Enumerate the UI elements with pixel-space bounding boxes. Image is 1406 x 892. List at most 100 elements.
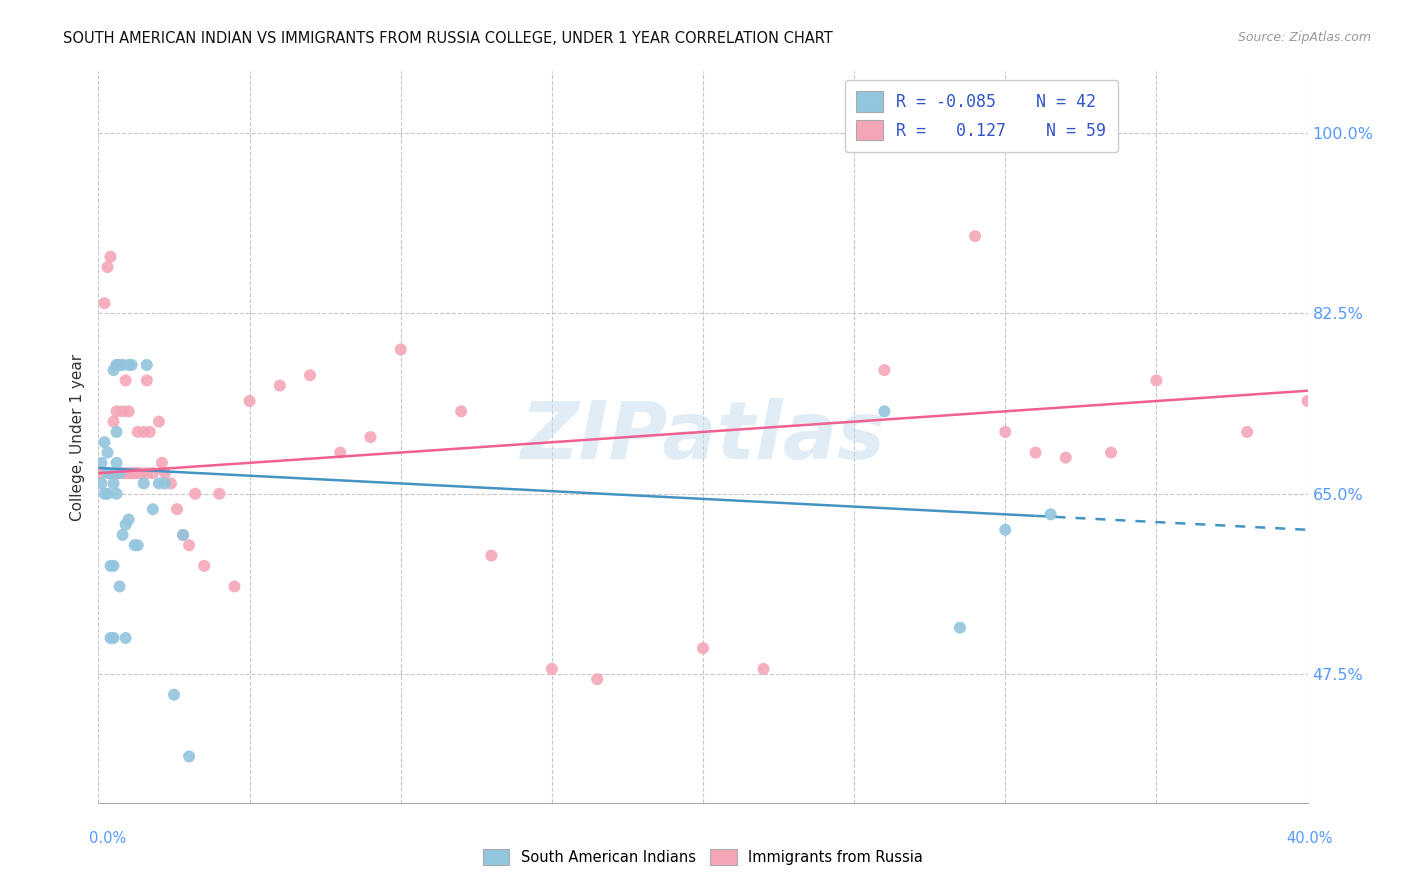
Point	[121, 466, 143, 480]
Point	[111, 358, 134, 372]
Point	[100, 250, 122, 264]
Point	[114, 517, 136, 532]
Point	[150, 456, 173, 470]
Point	[153, 466, 176, 480]
Text: ZIPatlas: ZIPatlas	[520, 398, 886, 476]
Point	[108, 579, 131, 593]
Point	[93, 435, 115, 450]
Point	[450, 404, 472, 418]
Point	[179, 749, 201, 764]
Point	[129, 466, 152, 480]
Y-axis label: College, Under 1 year: College, Under 1 year	[69, 353, 84, 521]
Point	[118, 512, 141, 526]
Point	[103, 631, 125, 645]
Point	[1054, 450, 1077, 465]
Point	[118, 466, 141, 480]
Point	[153, 476, 176, 491]
Point	[103, 363, 125, 377]
Point	[224, 579, 246, 593]
Point	[329, 445, 352, 459]
Point	[127, 466, 149, 480]
Point	[135, 373, 157, 387]
Point	[179, 538, 201, 552]
Point	[90, 466, 112, 480]
Point	[121, 358, 143, 372]
Point	[148, 415, 170, 429]
Point	[949, 621, 972, 635]
Point	[108, 466, 131, 480]
Point	[103, 466, 125, 480]
Point	[163, 688, 186, 702]
Point	[103, 415, 125, 429]
Point	[172, 528, 194, 542]
Point	[142, 502, 165, 516]
Point	[118, 358, 141, 372]
Point	[108, 358, 131, 372]
Point	[481, 549, 503, 563]
Point	[172, 528, 194, 542]
Text: Source: ZipAtlas.com: Source: ZipAtlas.com	[1237, 31, 1371, 45]
Point	[1144, 373, 1167, 387]
Point	[108, 358, 131, 372]
Point	[108, 466, 131, 480]
Point	[118, 404, 141, 418]
Point	[132, 425, 155, 439]
Point	[142, 466, 165, 480]
Point	[111, 466, 134, 480]
Point	[873, 404, 896, 418]
Point	[103, 558, 125, 573]
Text: SOUTH AMERICAN INDIAN VS IMMIGRANTS FROM RUSSIA COLLEGE, UNDER 1 YEAR CORRELATIO: SOUTH AMERICAN INDIAN VS IMMIGRANTS FROM…	[63, 31, 832, 46]
Point	[93, 296, 115, 310]
Point	[540, 662, 562, 676]
Point	[90, 476, 112, 491]
Point	[114, 466, 136, 480]
Point	[96, 445, 118, 459]
Point	[105, 425, 128, 439]
Point	[96, 487, 118, 501]
Point	[299, 368, 322, 383]
Point	[96, 260, 118, 274]
Point	[105, 358, 128, 372]
Point	[752, 662, 775, 676]
Point	[1236, 425, 1258, 439]
Point	[692, 641, 714, 656]
Point	[100, 631, 122, 645]
Point	[389, 343, 412, 357]
Point	[1039, 508, 1062, 522]
Point	[127, 425, 149, 439]
Point	[105, 466, 128, 480]
Point	[114, 373, 136, 387]
Point	[139, 425, 162, 439]
Point	[127, 538, 149, 552]
Point	[93, 487, 115, 501]
Point	[208, 487, 231, 501]
Point	[269, 378, 291, 392]
Legend: South American Indians, Immigrants from Russia: South American Indians, Immigrants from …	[477, 843, 929, 871]
Point	[96, 466, 118, 480]
Point	[90, 456, 112, 470]
Point	[105, 404, 128, 418]
Point	[994, 523, 1017, 537]
Point	[166, 502, 188, 516]
Point	[105, 358, 128, 372]
Point	[586, 672, 609, 686]
Point	[193, 558, 215, 573]
Point	[100, 558, 122, 573]
Point	[124, 466, 146, 480]
Point	[135, 466, 157, 480]
Point	[105, 456, 128, 470]
Point	[1024, 445, 1046, 459]
Text: 40.0%: 40.0%	[1286, 831, 1333, 846]
Point	[103, 476, 125, 491]
Point	[100, 466, 122, 480]
Text: 0.0%: 0.0%	[89, 831, 125, 846]
Point	[965, 229, 987, 244]
Point	[148, 476, 170, 491]
Point	[160, 476, 183, 491]
Point	[105, 487, 128, 501]
Point	[239, 394, 262, 409]
Point	[124, 538, 146, 552]
Point	[873, 363, 896, 377]
Point	[184, 487, 207, 501]
Point	[135, 358, 157, 372]
